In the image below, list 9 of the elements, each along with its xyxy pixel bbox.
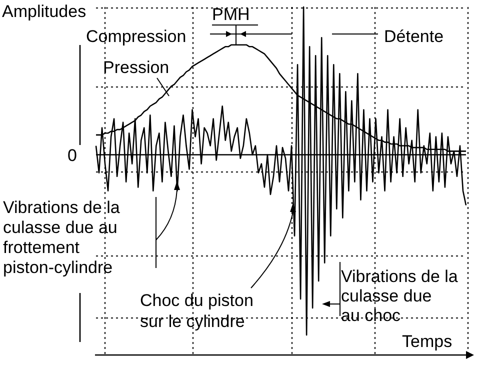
x-axis-title: Temps <box>402 332 452 351</box>
annotation: Choc du piston sur le cylindre <box>140 291 254 331</box>
annotation: PMH <box>212 5 250 24</box>
y-axis-title: Amplitudes <box>2 2 86 21</box>
annotation: Vibrations de la culasse due au frottement piston-cylindre <box>3 198 120 277</box>
annotation: Détente <box>384 27 444 46</box>
ref-line-label: 0 <box>68 146 77 165</box>
series-label: Pression <box>103 58 170 77</box>
annotation: Compression <box>86 27 186 46</box>
